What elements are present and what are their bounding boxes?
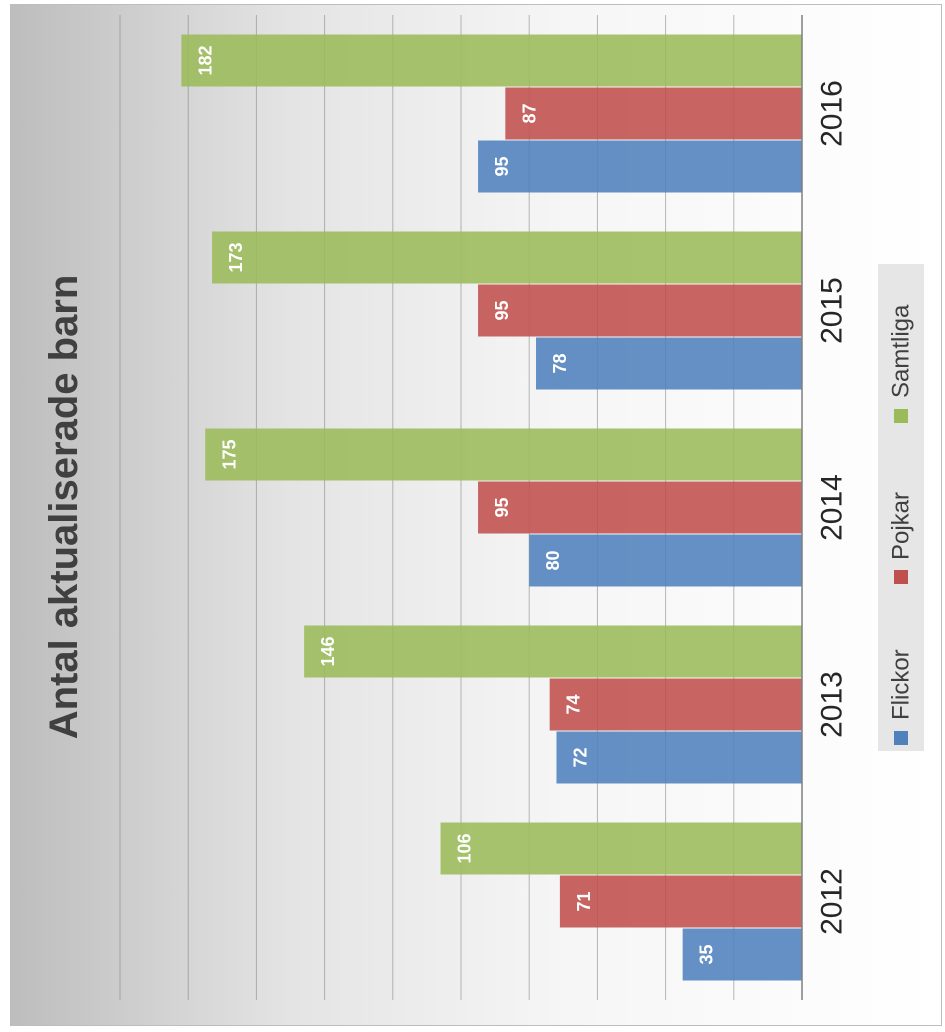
category-labels: 2012 2013 2014 2015 2016	[816, 80, 849, 935]
legend-label-samtliga: Samtliga	[888, 304, 915, 398]
category-label: 2014	[816, 474, 849, 541]
data-label: 173	[226, 242, 246, 272]
bar-samtliga-2015	[212, 231, 802, 284]
data-label: 95	[492, 156, 512, 176]
data-labels: 35 71 106 72 74 146 80 95 175 78 95 173 95 87 182	[195, 45, 716, 964]
bars	[181, 34, 802, 981]
bar-flickor-2014	[529, 534, 802, 587]
legend-marker-pojkar	[894, 570, 908, 584]
chart-title: Antal aktualiserade barn	[42, 275, 86, 740]
legend-marker-samtliga	[894, 409, 908, 423]
bar-samtliga-2013	[304, 625, 802, 678]
legend-marker-flickor	[894, 731, 908, 745]
bar-flickor-2016	[478, 140, 802, 193]
data-label: 71	[574, 891, 594, 911]
category-label: 2013	[816, 671, 849, 738]
data-label: 72	[570, 747, 590, 767]
bar-pojkar-2016	[505, 87, 802, 140]
bar-flickor-2015	[536, 337, 802, 390]
legend-label-flickor: Flickor	[888, 649, 915, 720]
data-label: 74	[564, 694, 584, 714]
bar-pojkar-2015	[478, 284, 802, 337]
data-label: 95	[492, 300, 512, 320]
bar-samtliga-2016	[181, 34, 802, 87]
bar-pojkar-2013	[549, 678, 802, 731]
bar-flickor-2013	[556, 731, 802, 784]
bar-pojkar-2014	[478, 481, 802, 534]
data-label: 87	[519, 103, 539, 123]
legend-label-pojkar: Pojkar	[888, 492, 915, 560]
category-label: 2016	[816, 80, 849, 147]
data-label: 146	[318, 636, 338, 666]
data-label: 175	[219, 439, 239, 469]
data-label: 35	[697, 944, 717, 964]
data-label: 80	[543, 550, 563, 570]
bar-samtliga-2012	[440, 822, 802, 875]
data-label: 182	[195, 45, 215, 75]
legend: Flickor Pojkar Samtliga	[878, 264, 924, 751]
data-label: 95	[492, 497, 512, 517]
category-label: 2015	[816, 277, 849, 344]
data-label: 78	[550, 353, 570, 373]
legend-background	[878, 264, 924, 751]
data-label: 106	[455, 833, 475, 863]
bar-flickor-2012	[682, 928, 802, 981]
bar-pojkar-2012	[559, 875, 802, 928]
bar-samtliga-2014	[205, 428, 802, 481]
category-label: 2012	[816, 868, 849, 935]
